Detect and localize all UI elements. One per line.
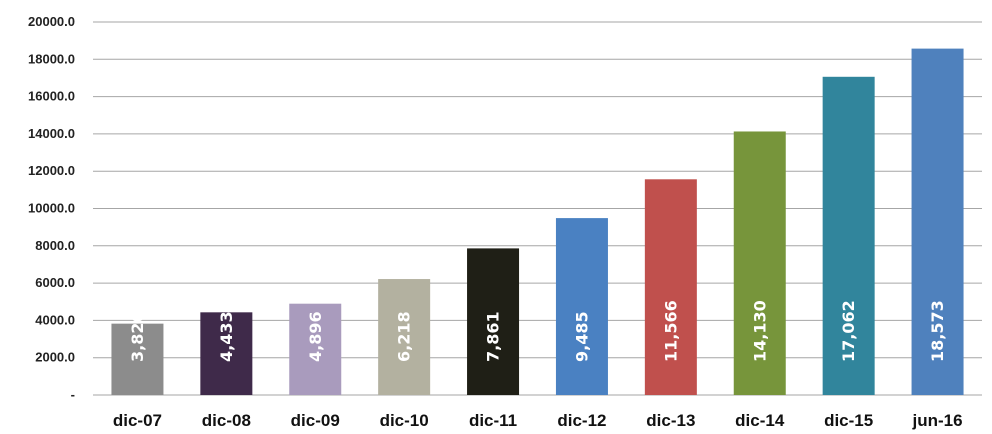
data-label: 3,826 [128, 311, 147, 362]
data-label: 17,062 [839, 300, 858, 362]
y-tick-label: - [71, 387, 75, 402]
y-tick-label: 2000.0 [35, 350, 75, 365]
x-tick-label: dic-14 [735, 411, 785, 430]
bar-dic-09 [289, 303, 342, 395]
y-tick-label: 14000.0 [28, 126, 75, 141]
data-labels: 3,826 4,433 4,896 6,218 7,861 9,485 11,566 14,1… [128, 300, 947, 362]
y-tick-label: 4000.0 [35, 312, 75, 327]
bar-jun-16 [911, 48, 964, 395]
y-tick-label: 6000.0 [35, 275, 75, 290]
x-tick-label: dic-11 [469, 411, 517, 430]
bar-dic-15 [822, 76, 875, 395]
x-tick-label: dic-07 [113, 411, 162, 430]
bar-dic-12 [555, 218, 608, 395]
bar-dic-13 [644, 179, 697, 395]
x-tick-label: jun-16 [912, 411, 963, 430]
data-label: 11,566 [661, 300, 680, 362]
y-tick-label: 20000.0 [28, 14, 75, 29]
x-tick-label: dic-09 [291, 411, 340, 430]
x-tick-label: dic-08 [202, 411, 251, 430]
bars [111, 48, 964, 395]
x-tick-label: dic-10 [380, 411, 429, 430]
data-label: 14,130 [750, 300, 769, 362]
y-tick-label: 12000.0 [28, 163, 75, 178]
y-tick-label: 8000.0 [35, 238, 75, 253]
bar-dic-10 [378, 279, 431, 395]
bar-dic-14 [733, 131, 786, 395]
y-tick-label: 18000.0 [28, 51, 75, 66]
x-axis-ticks: dic-07 dic-08 dic-09 dic-10 dic-11 dic-12 dic-… [113, 411, 963, 430]
bar-dic-07 [111, 323, 164, 395]
bar-dic-08 [200, 312, 253, 395]
y-tick-label: 10000.0 [28, 201, 75, 216]
data-label: 7,861 [484, 311, 503, 362]
y-axis-ticks: - 2000.0 4000.0 6000.0 8000.0 10000.0 12000.0 1… [28, 14, 75, 402]
data-label: 18,573 [928, 300, 947, 362]
data-label: 4,896 [306, 311, 325, 362]
y-tick-label: 16000.0 [28, 89, 75, 104]
data-label: 6,218 [395, 311, 414, 362]
data-label: 4,433 [217, 311, 236, 362]
x-tick-label: dic-15 [824, 411, 873, 430]
x-tick-label: dic-12 [557, 411, 606, 430]
x-tick-label: dic-13 [646, 411, 695, 430]
data-label: 9,485 [572, 311, 591, 362]
bar-dic-11 [467, 248, 520, 395]
